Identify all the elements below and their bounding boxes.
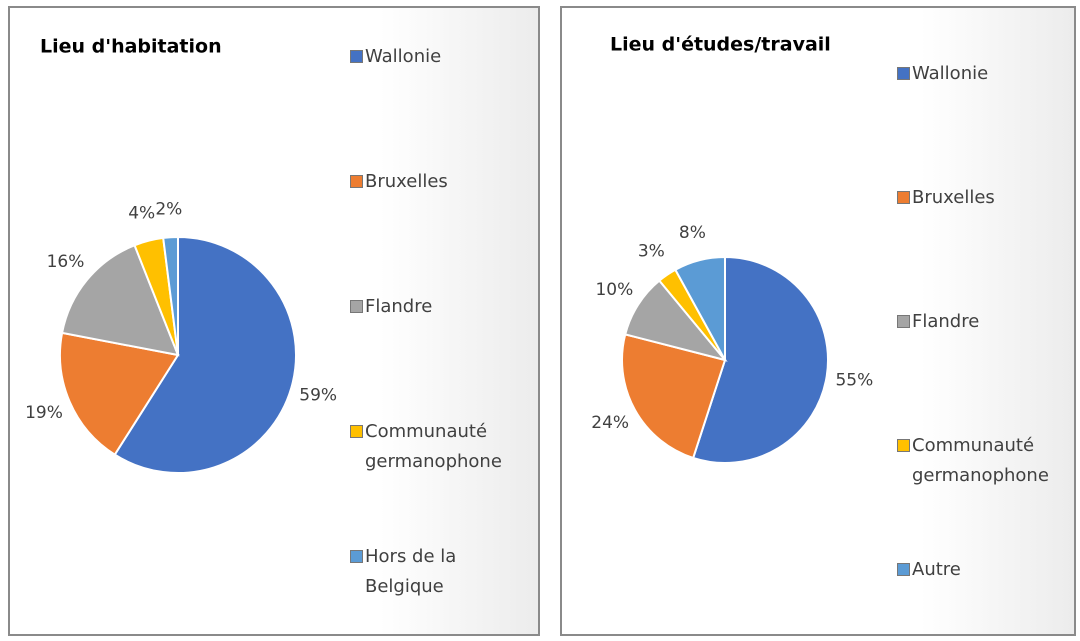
- legend-entry: Bruxelles: [350, 167, 500, 197]
- chart-title: Lieu d'études/travail: [610, 34, 831, 56]
- data-label: 8%: [679, 223, 706, 243]
- pie-slice: [59, 331, 180, 457]
- legend-label: Autre: [912, 559, 961, 580]
- legend-entry: Communauté germanophone: [350, 417, 502, 477]
- legend-entry: Communauté germanophone: [897, 431, 1049, 491]
- legend-swatch: [897, 191, 910, 204]
- legend-swatch: [897, 439, 910, 452]
- legend-label: Flandre: [912, 311, 980, 332]
- legend-label: Bruxelles: [912, 187, 995, 208]
- legend-swatch: [350, 300, 363, 313]
- legend-entry: Autre: [897, 555, 1047, 585]
- data-label: 3%: [638, 242, 665, 262]
- legend-swatch: [350, 50, 363, 63]
- pie-slice: [674, 255, 726, 361]
- pie-slice: [162, 235, 179, 356]
- legend-label: Communauté germanophone: [365, 421, 502, 472]
- legend-swatch: [350, 425, 363, 438]
- data-label: 10%: [595, 280, 633, 300]
- legend-entry: Wallonie: [897, 59, 1047, 89]
- legend-label: Wallonie: [365, 46, 442, 67]
- legend-swatch: [350, 175, 363, 188]
- data-label: 4%: [128, 204, 155, 224]
- pie-slice: [60, 243, 180, 357]
- legend-label: Hors de la Belgique: [365, 546, 457, 597]
- data-label: 59%: [299, 386, 337, 406]
- legend-label: Communauté germanophone: [912, 435, 1049, 486]
- data-label: 16%: [47, 252, 85, 272]
- pie-slice: [113, 235, 297, 474]
- legend-swatch: [897, 563, 910, 576]
- legend-label: Wallonie: [912, 63, 989, 84]
- data-label: 55%: [835, 370, 873, 390]
- legend-entry: Flandre: [350, 292, 500, 322]
- legend-entry: Flandre: [897, 307, 1047, 337]
- chart-title: Lieu d'habitation: [40, 36, 222, 58]
- legend-label: Flandre: [365, 296, 433, 317]
- legend-entry: Hors de la Belgique: [350, 542, 500, 602]
- data-label: 2%: [155, 199, 182, 219]
- data-label: 19%: [25, 403, 63, 423]
- legend-swatch: [897, 67, 910, 80]
- legend-entry: Wallonie: [350, 42, 500, 72]
- data-label: 24%: [591, 413, 629, 433]
- pie-slice: [621, 333, 727, 460]
- legend-label: Bruxelles: [365, 171, 448, 192]
- legend-entry: Bruxelles: [897, 183, 1047, 213]
- legend-swatch: [897, 315, 910, 328]
- pie-slice: [691, 255, 829, 464]
- legend-swatch: [350, 550, 363, 563]
